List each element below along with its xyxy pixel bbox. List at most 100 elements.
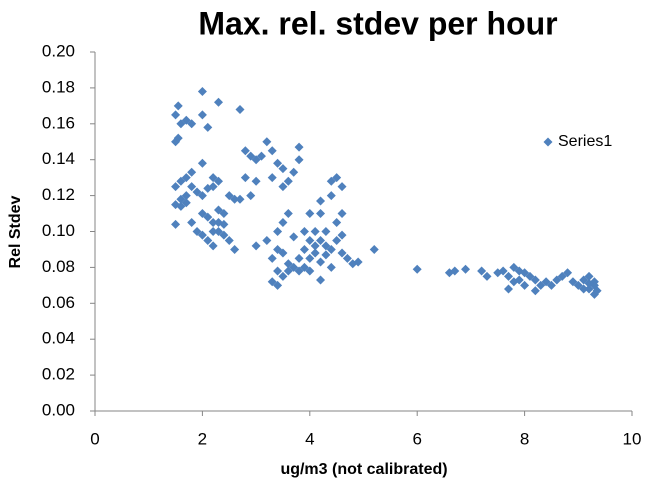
point [267, 253, 277, 263]
point [332, 218, 342, 228]
point [187, 119, 197, 129]
point [197, 86, 207, 96]
point [412, 264, 422, 274]
point [267, 146, 277, 156]
point [203, 235, 213, 245]
point [171, 110, 181, 120]
point [546, 280, 556, 290]
legend-marker [543, 137, 553, 147]
point [181, 173, 191, 183]
point [283, 209, 293, 219]
y-tick-label: 0.06 [42, 293, 75, 312]
point [326, 262, 336, 272]
point [203, 212, 213, 222]
point [305, 209, 315, 219]
point [294, 253, 304, 263]
point [187, 182, 197, 192]
point [369, 244, 379, 254]
y-tick-label: 0.04 [42, 329, 75, 348]
point [181, 191, 191, 201]
point [240, 173, 250, 183]
point [267, 173, 277, 183]
point [197, 158, 207, 168]
point [278, 182, 288, 192]
point [316, 209, 326, 219]
point [235, 194, 245, 204]
point [197, 191, 207, 201]
point [208, 218, 218, 228]
y-tick-label: 0.12 [42, 185, 75, 204]
point [171, 219, 181, 229]
x-tick-label: 0 [90, 429, 99, 448]
point [310, 248, 320, 258]
point [197, 230, 207, 240]
point [342, 253, 352, 263]
y-tick-label: 0.10 [42, 221, 75, 240]
point [278, 164, 288, 174]
y-tick-label: 0.18 [42, 77, 75, 96]
point [503, 284, 513, 294]
point [171, 182, 181, 192]
point [278, 248, 288, 258]
point [332, 235, 342, 245]
point [353, 257, 363, 267]
point [321, 250, 331, 260]
point [278, 271, 288, 281]
point [450, 266, 460, 276]
point [482, 271, 492, 281]
y-tick-label: 0.08 [42, 257, 75, 276]
point [461, 264, 471, 274]
point [197, 110, 207, 120]
point [337, 230, 347, 240]
point [187, 167, 197, 177]
x-tick-label: 8 [520, 429, 529, 448]
point [219, 209, 229, 219]
point [224, 191, 234, 201]
point [230, 244, 240, 254]
point [530, 275, 540, 285]
point [305, 235, 315, 245]
y-tick-label: 0.20 [42, 41, 75, 60]
x-tick-label: 6 [412, 429, 421, 448]
y-tick-label: 0.00 [42, 400, 75, 419]
point [273, 227, 283, 236]
point [299, 244, 309, 254]
point [208, 227, 218, 236]
point [579, 284, 589, 294]
point [310, 241, 320, 251]
point [530, 286, 540, 296]
point [173, 133, 183, 143]
point [305, 253, 315, 263]
point [337, 182, 347, 192]
point [283, 176, 293, 186]
point [262, 235, 272, 245]
point [514, 275, 524, 285]
point [503, 271, 513, 281]
point [235, 104, 245, 114]
point [337, 209, 347, 219]
point [187, 218, 197, 228]
point [173, 101, 183, 111]
point [214, 97, 224, 107]
point [520, 280, 530, 290]
point [214, 176, 224, 186]
point [289, 167, 299, 177]
point [326, 244, 336, 254]
point [316, 275, 326, 285]
x-tick-label: 2 [198, 429, 207, 448]
point [278, 218, 288, 228]
point [240, 146, 250, 156]
point [181, 198, 191, 208]
point [321, 227, 331, 236]
point [246, 191, 256, 201]
point [332, 173, 342, 183]
y-tick-label: 0.14 [42, 149, 75, 168]
point [214, 218, 224, 228]
x-tick-label: 4 [305, 429, 314, 448]
y-tick-label: 0.02 [42, 365, 75, 384]
point [294, 155, 304, 165]
x-axis-label: ug/m3 (not calibrated) [280, 461, 447, 478]
point [273, 280, 283, 290]
point [498, 266, 508, 276]
